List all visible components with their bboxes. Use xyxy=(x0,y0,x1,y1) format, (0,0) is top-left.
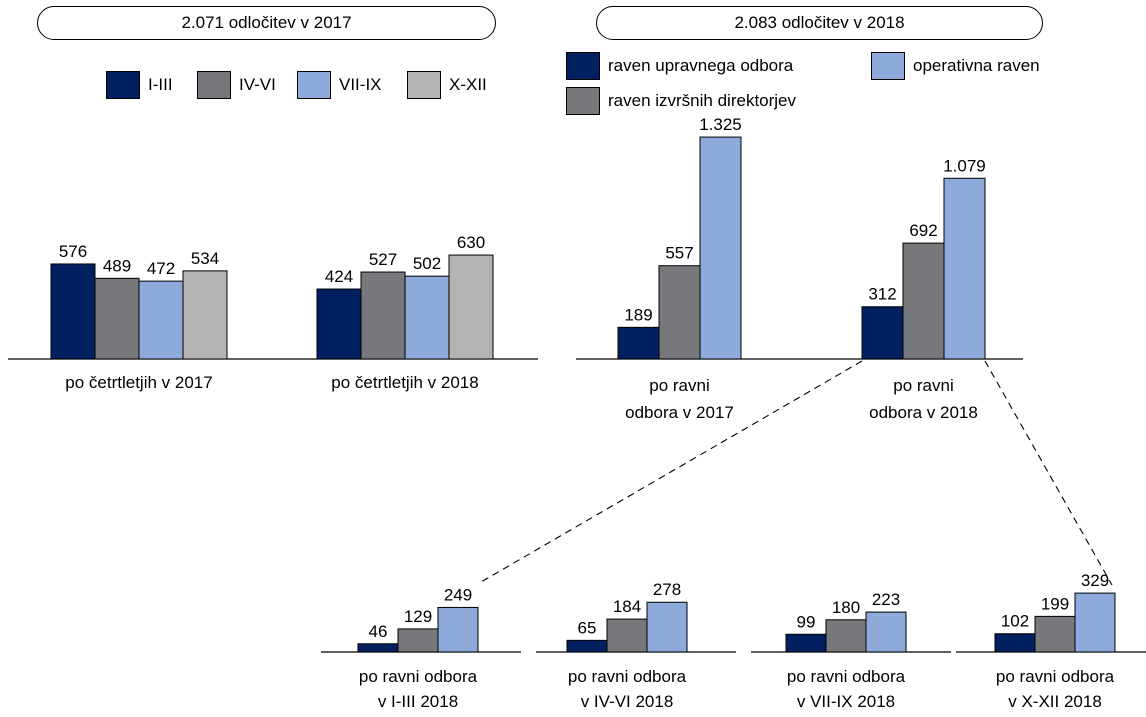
bar-level-3 xyxy=(865,611,907,653)
bar-quarter-iv-vi xyxy=(94,277,140,360)
data-label: 692 xyxy=(909,221,937,240)
category-label: po ravni xyxy=(649,376,709,395)
legend-label: IV-VI xyxy=(239,75,276,94)
data-label: 1.325 xyxy=(699,115,742,134)
data-label: 184 xyxy=(613,597,641,616)
bar-quarter-iv-vi xyxy=(360,271,406,360)
legend-swatch xyxy=(297,71,331,99)
bar-level-2 xyxy=(902,242,945,360)
legend-swatch xyxy=(106,71,140,99)
data-label: 576 xyxy=(59,242,87,261)
legend-label: operativna raven xyxy=(913,56,1040,75)
data-label: 102 xyxy=(1001,612,1029,631)
legend-label: raven izvršnih direktorjev xyxy=(608,91,797,110)
category-label: v VII-IX 2018 xyxy=(797,692,895,711)
legend-item-vii-ix: VII-IX xyxy=(297,71,382,99)
bar-quarter-i-iii xyxy=(316,288,362,360)
legend-item-i-iii: I-III xyxy=(106,71,173,99)
data-label: 46 xyxy=(369,622,388,641)
data-label: 1.079 xyxy=(943,156,986,175)
bar-level-2 xyxy=(397,628,439,653)
data-label: 502 xyxy=(413,254,441,273)
connector-line xyxy=(480,360,863,583)
category-label: v I-III 2018 xyxy=(378,692,458,711)
data-label: 180 xyxy=(832,598,860,617)
data-label: 534 xyxy=(191,249,219,268)
category-label: po četrtletjih v 2017 xyxy=(65,373,212,392)
bar-level-2 xyxy=(658,265,701,360)
category-label: po ravni xyxy=(893,376,953,395)
legend-item-x-xii: X-XII xyxy=(407,71,487,99)
legend-label: I-III xyxy=(148,75,173,94)
legend-label: X-XII xyxy=(449,75,487,94)
data-label: 199 xyxy=(1041,594,1069,613)
data-label: 129 xyxy=(404,607,432,626)
bar-quarter-x-xii xyxy=(182,270,228,360)
data-label: 472 xyxy=(147,259,175,278)
connector-line xyxy=(984,360,1113,586)
legend-item-level-3: raven izvršnih direktorjev xyxy=(566,87,796,115)
data-label: 329 xyxy=(1081,571,1109,590)
bar-level-1 xyxy=(357,643,399,653)
category-label: odbora v 2018 xyxy=(869,403,978,422)
bar-level-3 xyxy=(437,606,479,653)
category-label: odbora v 2017 xyxy=(625,403,734,422)
legend-swatch xyxy=(197,71,231,99)
bar-level-1 xyxy=(994,633,1036,653)
data-label: 527 xyxy=(369,250,397,269)
bar-level-2 xyxy=(606,618,648,653)
bar-level-1 xyxy=(785,633,827,653)
data-label: 557 xyxy=(665,244,693,263)
data-label: 278 xyxy=(653,580,681,599)
header-2018: 2.083 odločitev v 2018 xyxy=(596,6,1043,40)
bar-level-3 xyxy=(943,177,986,360)
bar-level-2 xyxy=(1034,615,1076,653)
data-label: 249 xyxy=(444,585,472,604)
bar-quarter-x-xii xyxy=(448,254,494,360)
category-label: po ravni odbora xyxy=(996,667,1115,686)
bar-level-3 xyxy=(699,136,742,360)
category-label: po četrtletjih v 2018 xyxy=(331,373,478,392)
legend-swatch xyxy=(566,52,600,80)
header-2017: 2.071 odločitev v 2017 xyxy=(37,6,496,40)
bar-level-1 xyxy=(617,326,660,360)
bar-level-1 xyxy=(566,639,608,653)
data-label: 223 xyxy=(872,590,900,609)
legend-label: raven upravnega odbora xyxy=(608,56,794,75)
bar-quarter-vii-ix xyxy=(404,275,450,360)
data-label: 489 xyxy=(103,256,131,275)
bar-quarter-vii-ix xyxy=(138,280,184,360)
category-label: v IV-VI 2018 xyxy=(581,692,674,711)
category-label: po ravni odbora xyxy=(787,667,906,686)
data-label: 630 xyxy=(457,233,485,252)
data-label: 99 xyxy=(797,612,816,631)
bar-level-3 xyxy=(646,601,688,653)
data-label: 189 xyxy=(624,305,652,324)
legend-swatch xyxy=(566,87,600,115)
legend-item-level-2: operativna raven xyxy=(871,52,1040,80)
category-label: po ravni odbora xyxy=(359,667,478,686)
data-label: 312 xyxy=(868,285,896,304)
legend-swatch xyxy=(871,52,905,80)
legend-item-iv-vi: IV-VI xyxy=(197,71,276,99)
category-label: po ravni odbora xyxy=(568,667,687,686)
category-label: v X-XII 2018 xyxy=(1008,692,1102,711)
bar-quarter-i-iii xyxy=(50,263,96,360)
data-label: 65 xyxy=(578,618,597,637)
legend-swatch xyxy=(407,71,441,99)
bar-level-3 xyxy=(1074,592,1116,653)
data-label: 424 xyxy=(325,267,353,286)
legend-label: VII-IX xyxy=(339,75,382,94)
legend-item-level-1: raven upravnega odbora xyxy=(566,52,793,80)
bar-level-2 xyxy=(825,619,867,653)
bar-level-1 xyxy=(861,306,904,360)
